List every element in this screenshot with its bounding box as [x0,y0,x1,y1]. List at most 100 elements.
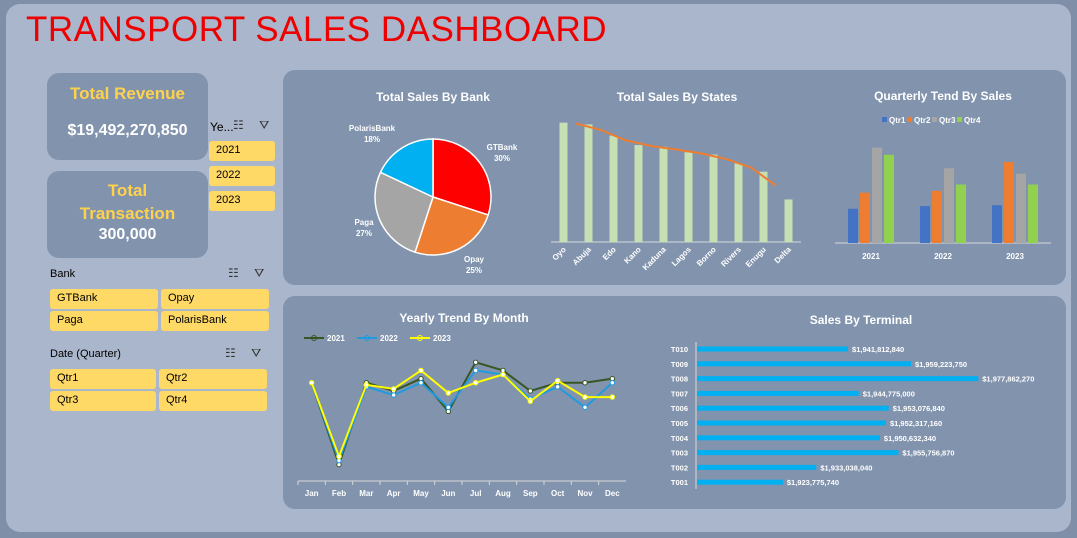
states-tick-label: Edo [601,245,618,262]
monthly-point-2022-jul [472,367,479,374]
terminal-tick-label: T009 [671,360,688,369]
quarterly-legend-swatch-qtr1 [882,117,887,122]
states-chart-title: Total Sales By States [617,90,738,104]
states-bar-edo [609,135,618,242]
bank-slicer-icons: ☷ ⛛ [228,266,264,281]
monthly-point-2022-apr [390,392,397,398]
monthly-point-2022-nov [582,404,588,411]
total-transaction-card: Total Transaction 300,000 [47,171,208,258]
states-bar-enugu [759,171,768,242]
monthly-point-2023-jun [445,390,452,396]
monthly-tick-label: Sep [523,489,538,498]
states-tick-label: Delta [773,245,794,266]
states-tick-label: Rivers [719,245,743,269]
monthly-point-2023-nov [582,394,588,400]
bottom-charts-panel [283,296,1066,509]
total-transaction-label-1: Total [107,181,148,200]
pie-title: Total Sales By Bank [376,90,490,104]
monthly-tick-label: Feb [332,489,346,498]
terminal-tick-label: T010 [671,345,688,354]
quarterly-bar-2021-qtr1 [848,208,858,243]
bank-slicer-header: Bank [50,268,76,280]
monthly-point-2023-sep [527,398,534,404]
states-bar-borno [709,154,718,242]
terminal-bar-t009 [697,361,911,367]
page-title: TRANSPORT SALES DASHBOARD [26,10,608,49]
pie-value-gtbank: 30% [494,154,510,163]
states-tick-label: Lagos [670,245,693,268]
monthly-chart-title: Yearly Trend By Month [399,311,528,325]
total-revenue-label: Total Revenue [70,84,185,103]
states-bar-abuja [584,124,593,242]
states-bar-delta [784,199,793,242]
pie-value-polarisbank: 18% [364,135,380,144]
total-transaction-label-2: Transaction [79,204,176,223]
terminal-bar-t004 [697,435,880,441]
states-bar-kaduna [659,146,668,242]
monthly-point-2023-feb [336,453,342,460]
total-revenue-value: $19,492,270,850 [67,122,188,139]
bank-slicer-item-gtbank[interactable]: GTBank [50,289,158,309]
monthly-point-2023-apr [390,386,397,392]
quarter-slicer-item-qtr2[interactable]: Qtr2 [159,369,267,389]
monthly-legend-2023: 2023 [433,334,451,343]
bank-slicer-item-opay[interactable]: Opay [161,289,269,309]
quarter-slicer-item-qtr1[interactable]: Qtr1 [50,369,156,389]
states-tick-label: Abuja [571,245,593,267]
terminal-value-label-t005: $1,952,317,160 [890,419,942,428]
monthly-point-2022-may [418,380,424,386]
terminal-bar-t002 [697,464,817,470]
pie-slice-paga [374,171,434,254]
monthly-legend-2021: 2021 [327,334,345,343]
monthly-legend-marker-2023 [417,335,423,341]
monthly-point-2022-dec [609,380,616,386]
monthly-point-2023-mar [363,382,370,388]
quarterly-legend-qtr2: Qtr2 [914,116,931,125]
quarter-slicer-item-qtr4[interactable]: Qtr4 [159,391,267,411]
year-slicer-header: Ye... [210,120,234,134]
quarterly-tick-label: 2021 [862,252,880,261]
year-slicer-item-2022[interactable]: 2022 [209,166,275,186]
terminal-value-label-t003: $1,955,756,870 [902,449,954,458]
states-tick-label: Kaduna [641,245,668,272]
quarterly-legend-swatch-qtr2 [907,117,912,122]
total-transaction-value: 300,000 [98,226,157,243]
terminal-tick-label: T007 [671,389,688,398]
states-tick-label: Oyo [551,245,568,262]
states-tick-label: Borno [695,245,718,268]
monthly-point-2023-may [418,367,424,374]
quarter-slicer-item-qtr3[interactable]: Qtr3 [50,391,156,411]
total-revenue-card: Total Revenue $19,492,270,850 [47,73,208,160]
bank-slicer-item-paga[interactable]: Paga [50,311,158,331]
multi-select-icon[interactable]: ☷ [225,346,236,360]
terminal-value-label-t004: $1,950,632,340 [884,434,936,443]
multi-select-icon[interactable]: ☷ [228,266,239,280]
monthly-point-2021-jul [472,359,479,365]
monthly-legend-2022: 2022 [380,334,398,343]
terminal-tick-label: T005 [671,419,688,428]
terminal-value-label-t007: $1,944,775,000 [863,389,915,398]
monthly-tick-label: Dec [605,489,620,498]
bank-slicer-item-polarisbank[interactable]: PolarisBank [161,311,269,331]
states-trendline [575,122,777,187]
states-tick-label: Kano [622,245,643,266]
terminal-value-label-t008: $1,977,862,270 [982,375,1034,384]
monthly-point-2023-jul [472,380,479,386]
terminal-value-label-t010: $1,941,812,840 [852,345,904,354]
monthly-point-2023-dec [609,394,616,400]
clear-filter-icon[interactable]: ⛛ [259,118,270,132]
quarterly-legend-swatch-qtr3 [932,117,937,122]
clear-filter-icon[interactable]: ⛛ [251,346,262,360]
monthly-tick-label: Jun [441,489,455,498]
states-bar-lagos [684,152,693,242]
pie-label-opay: Opay [464,255,485,264]
clear-filter-icon[interactable]: ⛛ [254,266,265,280]
year-slicer-item-2023[interactable]: 2023 [209,191,275,211]
terminal-bar-t001 [697,479,783,485]
quarter-slicer-icons: ☷ ⛛ [225,346,261,361]
multi-select-icon[interactable]: ☷ [233,118,244,132]
monthly-tick-label: Nov [577,489,593,498]
year-slicer-item-2021[interactable]: 2021 [209,141,275,161]
quarterly-bar-2023-qtr3 [1016,173,1026,243]
